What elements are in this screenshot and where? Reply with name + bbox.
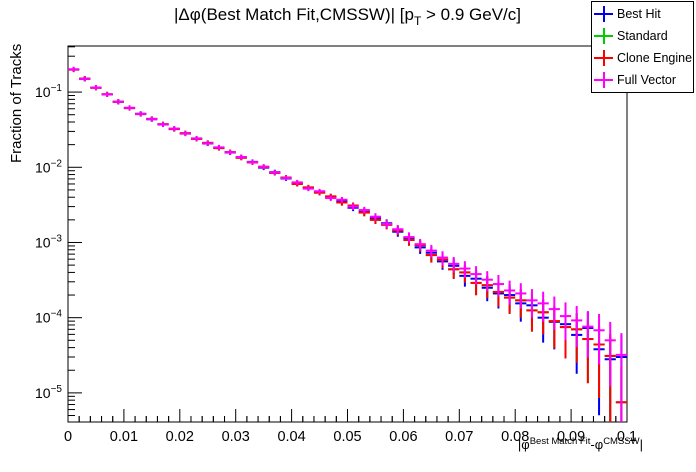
legend-label: Clone Engine — [617, 51, 693, 65]
x-axis-title-mid: -φ — [590, 437, 604, 452]
legend-item-standard: Standard — [592, 27, 693, 45]
errorbar-cross-icon — [594, 27, 613, 45]
svg-text:0.06: 0.06 — [389, 429, 417, 445]
svg-text:10−2: 10−2 — [35, 158, 62, 175]
svg-text:10−4: 10−4 — [35, 309, 62, 326]
svg-text:0.09: 0.09 — [557, 429, 585, 445]
legend: Best Hit Standard Clone Engine Full Vect… — [591, 1, 694, 93]
legend-label: Standard — [617, 29, 668, 43]
svg-text:10−5: 10−5 — [35, 384, 62, 401]
plot-title-suffix: > 0.9 GeV/c] — [421, 5, 521, 24]
legend-label: Full Vector — [617, 73, 677, 87]
legend-item-full-vector: Full Vector — [592, 71, 693, 89]
svg-text:0.1: 0.1 — [617, 429, 637, 445]
svg-text:0.02: 0.02 — [166, 429, 194, 445]
plot-title: |Δφ(Best Match Fit,CMSSW)| [pT > 0.9 GeV… — [68, 5, 627, 28]
legend-label: Best Hit — [617, 7, 661, 21]
svg-text:0.08: 0.08 — [501, 429, 529, 445]
errorbar-cross-icon — [594, 49, 613, 67]
x-axis-title-open: |φ — [517, 437, 530, 452]
plot-title-subscript: T — [413, 14, 422, 28]
errorbar-cross-icon — [594, 5, 613, 23]
x-axis-title-sup1: Best Match Fit — [529, 436, 591, 447]
series-full-vector — [68, 66, 627, 422]
svg-text:10−3: 10−3 — [35, 233, 62, 250]
svg-text:0.03: 0.03 — [222, 429, 250, 445]
svg-text:10−1: 10−1 — [35, 83, 62, 100]
plot-title-text: |Δφ(Best Match Fit,CMSSW)| [p — [173, 5, 414, 24]
x-axis-title: |φBest Match Fit-φCMSSW| — [518, 436, 643, 452]
svg-text:0.05: 0.05 — [333, 429, 361, 445]
x-axis-title-sup2: CMSSW — [603, 436, 640, 447]
svg-text:0.07: 0.07 — [445, 429, 473, 445]
legend-item-best-hit: Best Hit — [592, 5, 693, 23]
svg-text:0: 0 — [64, 429, 72, 445]
svg-text:0.01: 0.01 — [110, 429, 138, 445]
errorbar-cross-icon — [594, 71, 613, 89]
legend-item-clone-engine: Clone Engine — [592, 49, 693, 67]
x-axis-title-close: | — [639, 437, 643, 452]
svg-text:0.04: 0.04 — [277, 429, 305, 445]
y-axis-title: Fraction of Tracks — [8, 43, 25, 163]
